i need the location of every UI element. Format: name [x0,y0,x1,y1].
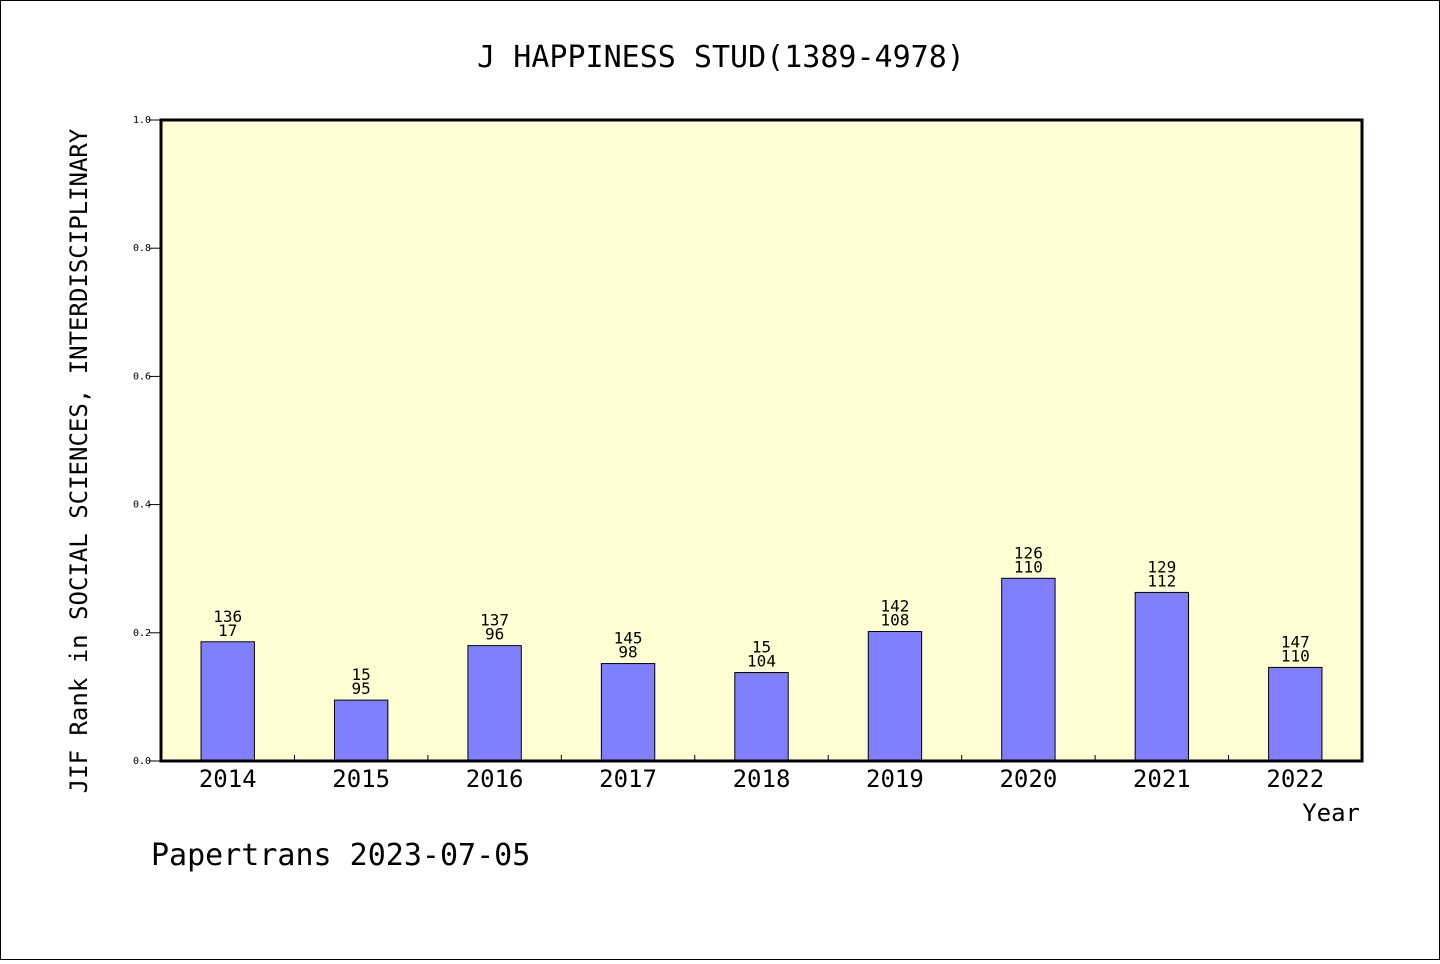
x-tick-label: 2016 [466,765,524,793]
bar-2016 [467,645,522,762]
y-tick-label: 1.0 [133,115,151,126]
y-tick-label: 0.2 [133,628,151,639]
bar-label-top: 137 [480,611,509,630]
bar-2019 [867,631,923,762]
bar-label-top: 126 [1014,543,1043,562]
x-tick-label: 2021 [1133,765,1191,793]
bar-2014 [200,641,255,762]
y-tick-label: 0.0 [133,756,151,767]
y-axis-label: JIF Rank in SOCIAL SCIENCES, INTERDISCIP… [65,128,93,793]
bar-2015 [333,699,389,762]
x-tick-label: 2022 [1266,765,1324,793]
x-tick-label: 2015 [332,765,390,793]
bar-2021 [1134,591,1190,762]
x-axis-label: Year [1302,799,1360,827]
x-tick-label: 2019 [866,765,924,793]
bar-label-top: 129 [1147,557,1176,576]
bar-label-bottom: 110 [1014,557,1043,576]
y-tick-label: 0.6 [133,371,151,382]
x-tick-label: 2014 [199,765,257,793]
bar-label-top: 145 [614,629,643,648]
x-tick-label: 2018 [733,765,791,793]
x-axis: 2014 2015 2016 2017 2018 2019 2020 2021 2022 [199,755,1324,793]
bar-label-top: 136 [213,607,242,626]
bar-label-bottom: 17 [218,621,237,640]
chart-title: J HAPPINESS STUD(1389-4978) [477,40,965,75]
bar-2022 [1268,666,1323,762]
y-tick-label: 0.8 [133,243,151,254]
plot-border [159,118,1364,763]
bar-label-bottom: 98 [618,643,637,662]
bar-label-bottom: 112 [1147,571,1176,590]
bar-label-top: 147 [1281,632,1310,651]
bars-group [200,577,1323,762]
bar-2018 [734,672,789,762]
bar-label-bottom: 95 [352,679,371,698]
y-tick-label: 0.4 [133,500,151,511]
x-tick-label: 2017 [599,765,657,793]
bar-label-top: 142 [880,597,909,616]
y-axis: 0.0 0.2 0.4 0.6 0.8 1.0 [133,115,161,767]
bar-2017 [600,663,656,762]
bar-label-bottom: 96 [485,625,504,644]
bar-label-bottom: 108 [880,611,909,630]
bar-label-bottom: 104 [747,652,776,671]
bar-label-top: 15 [352,665,371,684]
bar-2020 [1001,577,1056,762]
bar-label-bottom: 110 [1281,646,1310,665]
x-tick-label: 2020 [999,765,1057,793]
bar-label-top: 15 [752,638,771,657]
footer-text: Papertrans 2023-07-05 [151,838,530,873]
